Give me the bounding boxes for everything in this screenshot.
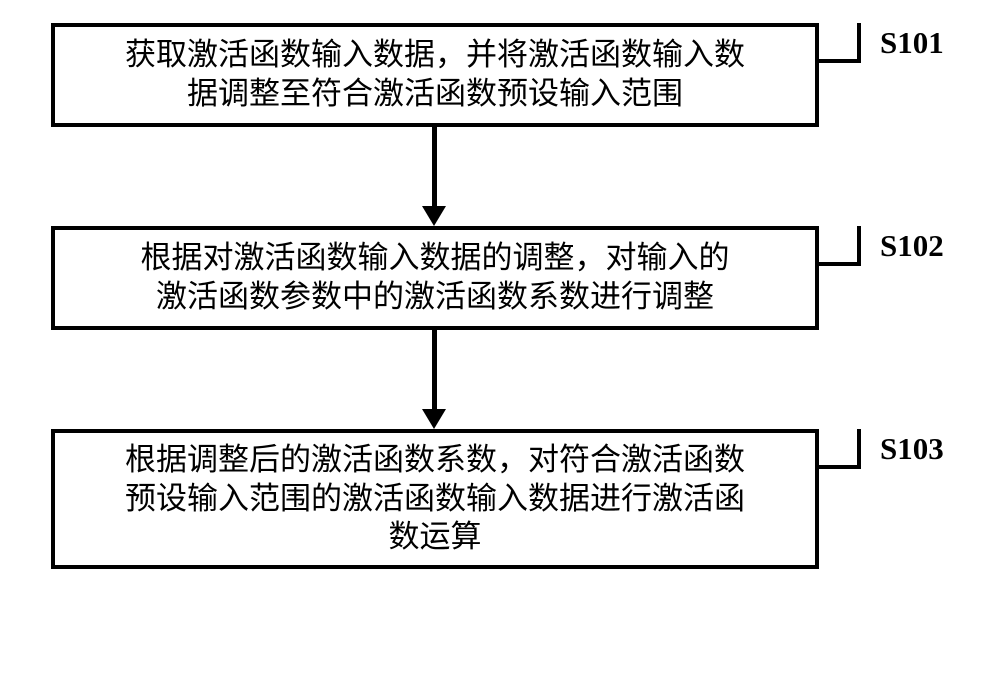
arrow-head-1	[422, 206, 446, 226]
flowchart-canvas: 获取激活函数输入数据，并将激活函数输入数 据调整至符合激活函数预设输入范围 S1…	[0, 0, 1000, 683]
connector-tail-s101	[819, 23, 861, 63]
step-label-s101: S101	[880, 25, 944, 61]
flow-node-s102: 根据对激活函数输入数据的调整，对输入的 激活函数参数中的激活函数系数进行调整	[51, 226, 819, 330]
flow-node-s101: 获取激活函数输入数据，并将激活函数输入数 据调整至符合激活函数预设输入范围	[51, 23, 819, 127]
connector-tail-s102	[819, 226, 861, 266]
arrow-head-2	[422, 409, 446, 429]
arrow-shaft-1	[432, 127, 437, 207]
arrow-shaft-2	[432, 330, 437, 410]
flow-node-s101-text: 获取激活函数输入数据，并将激活函数输入数 据调整至符合激活函数预设输入范围	[125, 36, 745, 114]
step-label-s103: S103	[880, 431, 944, 467]
flow-node-s103: 根据调整后的激活函数系数，对符合激活函数 预设输入范围的激活函数输入数据进行激活…	[51, 429, 819, 569]
step-label-s102: S102	[880, 228, 944, 264]
connector-tail-s103	[819, 429, 861, 469]
flow-node-s103-text: 根据调整后的激活函数系数，对符合激活函数 预设输入范围的激活函数输入数据进行激活…	[125, 441, 745, 557]
flow-node-s102-text: 根据对激活函数输入数据的调整，对输入的 激活函数参数中的激活函数系数进行调整	[141, 239, 730, 317]
